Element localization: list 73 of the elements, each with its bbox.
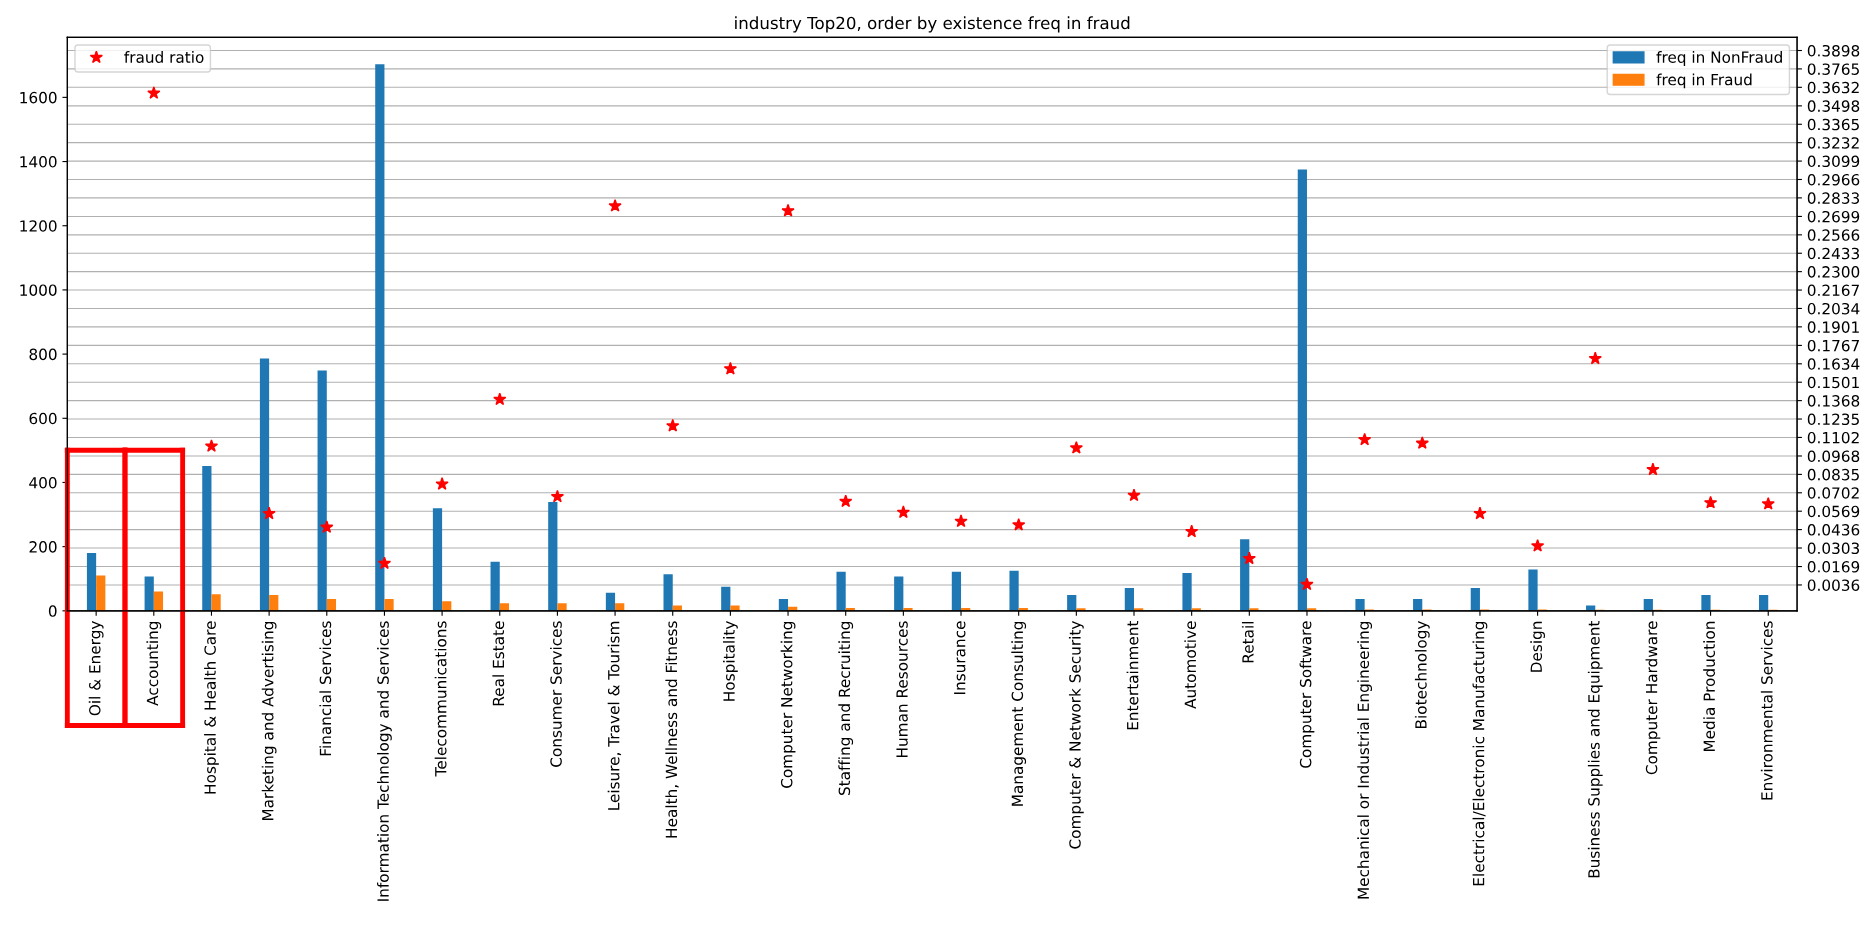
x-tick-label: Media Production	[1703, 621, 1716, 752]
y2-tick-label: 0.3099	[1807, 155, 1860, 168]
x-tick-label: Accounting	[146, 621, 162, 706]
y-tick-label: 1400	[20, 156, 57, 168]
y2-tick-label: 0.1102	[1807, 431, 1859, 444]
y2-tick-label: 0.0436	[1807, 524, 1860, 536]
y-tick-label: 1000	[20, 284, 57, 296]
x-tick-label: Computer Software	[1299, 621, 1315, 768]
y-tick-label: 800	[29, 348, 57, 361]
x-tick-label: Leisure, Travel & Tourism	[607, 621, 622, 810]
y2-tick-label: 0.0968	[1807, 450, 1860, 462]
x-tick-label: Business Supplies and Equipment	[1587, 620, 1603, 878]
y2-tick-label: 0.3898	[1807, 44, 1860, 57]
x-tick-label: Management Consulting	[1011, 621, 1027, 806]
y2-tick-label: 0.0569	[1807, 505, 1860, 518]
x-tick-label: Oil & Energy	[88, 621, 104, 716]
x-tick-label: Computer & Network Security	[1068, 621, 1084, 849]
x-tick-label: Telecommunications	[434, 621, 447, 777]
x-tick-label: Retail	[1241, 621, 1254, 663]
x-tick-label: Design	[1530, 621, 1545, 672]
y2-tick-label: 0.2833	[1807, 192, 1860, 204]
y2-tick-label: 0.2433	[1807, 247, 1860, 260]
y2-tick-label: 0.2699	[1807, 210, 1860, 223]
x-tick-label: Electrical/Electronic Manufacturing	[1472, 621, 1488, 886]
x-tick-label: Health, Wellness and Fitness	[665, 621, 679, 838]
legend-label: freq in NonFraud	[1656, 51, 1782, 66]
y-tick-label: 1200	[20, 220, 57, 232]
y-tick-label: 1600	[20, 91, 57, 104]
x-tick-label: Human Resources	[896, 621, 908, 758]
y2-tick-label: 0.1767	[1807, 339, 1859, 352]
x-tick-label: Hospitality	[723, 621, 738, 701]
x-tick-label: Financial Services	[319, 621, 332, 756]
y2-tick-label: 0.1368	[1807, 395, 1860, 407]
y2-tick-label: 0.3498	[1807, 100, 1860, 112]
y-tick-label: 0	[48, 605, 57, 617]
x-tick-label: Automotive	[1184, 621, 1197, 709]
x-tick-label: Hospital & Health Care	[204, 621, 219, 794]
x-tick-label: Information Technology and Services	[377, 621, 392, 901]
y2-tick-label: 0.0702	[1807, 487, 1859, 499]
legend-label: freq in Fraud	[1656, 73, 1752, 89]
y2-tick-label: 0.3365	[1807, 118, 1859, 131]
x-tick-label: Marketing and Advertising	[261, 621, 277, 821]
y2-tick-label: 0.1634	[1807, 358, 1860, 370]
x-tick-label: Computer Hardware	[1645, 621, 1661, 775]
y2-tick-label: 0.2566	[1807, 229, 1860, 241]
x-tick-label: Consumer Services	[550, 621, 562, 767]
x-tick-label: Biotechnology	[1414, 621, 1430, 728]
chart-title: industry Top20, order by existence freq in fraud	[735, 16, 1130, 33]
y2-tick-label: 0.2167	[1807, 284, 1859, 297]
y2-tick-label: 0.2034	[1807, 302, 1860, 315]
y2-tick-label: 0.3232	[1807, 137, 1859, 149]
y2-tick-label: 0.2966	[1807, 173, 1860, 186]
x-tick-label: Mechanical or Industrial Engineering	[1357, 621, 1373, 899]
legend-label: fraud ratio	[124, 51, 204, 63]
y2-tick-label: 0.0169	[1807, 561, 1860, 573]
x-tick-label: Computer Networking	[780, 621, 796, 788]
y2-tick-label: 0.1501	[1807, 376, 1859, 389]
y2-tick-label: 0.2300	[1807, 266, 1860, 278]
x-tick-label: Insurance	[954, 621, 966, 695]
y2-tick-label: 0.1901	[1807, 321, 1859, 333]
y2-tick-label: 0.0835	[1807, 468, 1859, 481]
x-tick-label: Entertainment	[1126, 620, 1139, 730]
y2-tick-label: 0.0303	[1807, 542, 1860, 555]
y-tick-label: 600	[29, 412, 57, 425]
y-tick-label: 400	[29, 476, 57, 489]
y-tick-label: 200	[29, 541, 57, 553]
y2-tick-label: 0.0036	[1807, 579, 1860, 591]
x-tick-label: Real Estate	[492, 621, 505, 706]
y2-tick-label: 0.1235	[1807, 413, 1859, 426]
y2-tick-label: 0.3765	[1807, 63, 1859, 75]
x-tick-label: Environmental Services	[1760, 621, 1773, 800]
y2-tick-label: 0.3632	[1807, 81, 1859, 94]
x-tick-label: Staffing and Recruiting	[838, 621, 854, 795]
